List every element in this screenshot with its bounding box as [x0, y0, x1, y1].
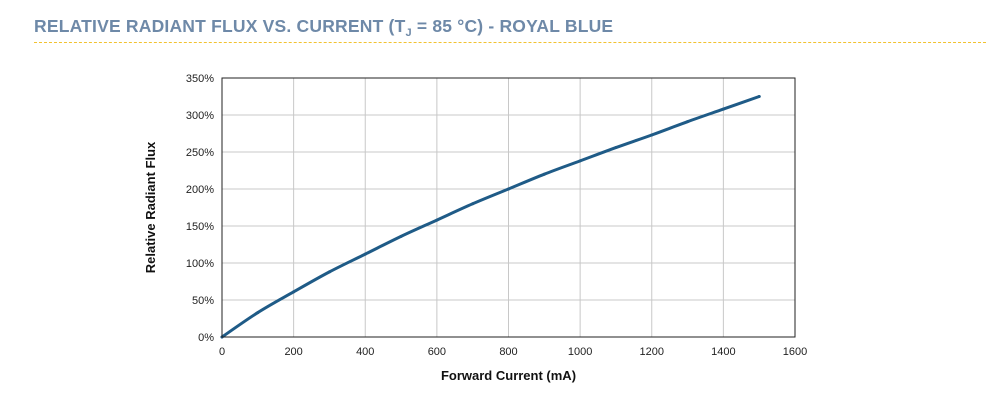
series-line — [220, 95, 761, 339]
data-point — [542, 172, 546, 176]
x-tick-label: 1400 — [711, 346, 735, 358]
x-tick-label: 800 — [499, 346, 517, 358]
data-point — [757, 95, 761, 98]
x-tick-label: 600 — [428, 346, 446, 358]
chart-title: RELATIVE RADIANT FLUX VS. CURRENT (TJ = … — [34, 16, 613, 39]
x-tick-label: 400 — [356, 346, 374, 358]
data-point — [363, 252, 367, 256]
y-tick-label: 200% — [186, 184, 214, 196]
x-axis-label: Forward Current (mA) — [441, 368, 576, 383]
title-divider — [34, 42, 986, 43]
x-tick-label: 1200 — [640, 346, 664, 358]
data-point — [256, 311, 260, 315]
tick-labels: 0 200 400 600 800 1000 1200 1400 1600 0% 50% 100% 15… — [186, 73, 807, 358]
grid — [221, 77, 796, 338]
data-point — [650, 133, 654, 137]
series-layer — [220, 95, 761, 339]
data-point — [292, 290, 296, 294]
chart-title-rest: = 85 °C) - ROYAL BLUE — [411, 16, 614, 36]
y-tick-label: 350% — [186, 73, 214, 85]
y-axis-label: Relative Radiant Flux — [143, 141, 158, 273]
x-tick-label: 1600 — [783, 346, 807, 358]
data-point — [507, 187, 510, 191]
data-point — [435, 218, 439, 222]
x-tick-label: 200 — [284, 346, 302, 358]
x-tick-label: 1000 — [568, 346, 592, 358]
y-tick-label: 300% — [186, 110, 214, 122]
data-point — [327, 270, 331, 274]
y-tick-label: 100% — [186, 258, 214, 270]
x-tick-label: 0 — [219, 346, 225, 358]
data-point — [399, 234, 403, 238]
y-tick-label: 250% — [186, 147, 214, 159]
y-tick-label: 150% — [186, 221, 214, 233]
y-tick-label: 50% — [192, 295, 214, 307]
y-tick-label: 0% — [198, 332, 214, 344]
chart-title-main: RELATIVE RADIANT FLUX VS. CURRENT (T — [34, 16, 406, 36]
data-point — [578, 159, 582, 163]
plot-frame — [221, 77, 796, 338]
data-point — [721, 107, 725, 111]
chart-title-subscript: J — [405, 27, 412, 39]
data-point — [471, 202, 475, 206]
data-point — [614, 146, 618, 150]
data-point — [686, 120, 690, 124]
